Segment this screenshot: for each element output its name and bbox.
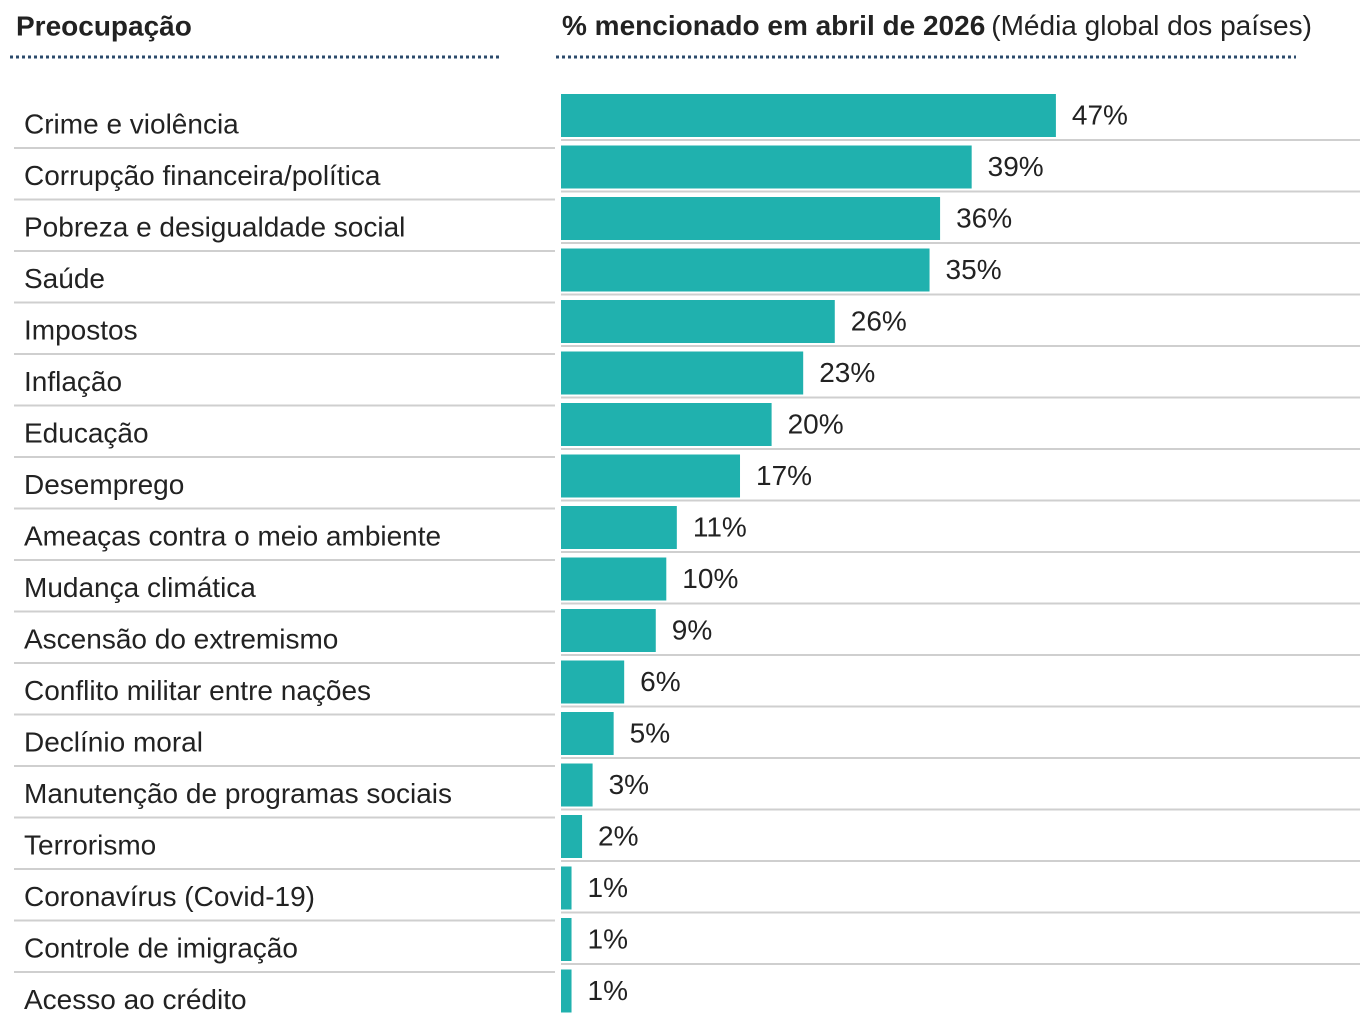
value-label: 10% — [682, 563, 738, 594]
chart-title: % mencionado em abril de 2026 — [562, 10, 985, 41]
category-label: Ameaças contra o meio ambiente — [24, 520, 441, 551]
category-label: Manutenção de programas sociais — [24, 778, 452, 809]
bar — [561, 506, 677, 549]
value-label: 11% — [693, 511, 747, 542]
value-label: 26% — [851, 305, 907, 336]
category-label: Educação — [24, 417, 149, 448]
category-label: Conflito militar entre nações — [24, 675, 371, 706]
category-label: Corrupção financeira/política — [24, 160, 381, 191]
category-label: Acesso ao crédito — [24, 984, 247, 1013]
bar — [561, 197, 941, 240]
category-label: Crime e violência — [24, 108, 239, 139]
bar — [561, 815, 583, 858]
value-label: 36% — [956, 202, 1012, 233]
value-label: 9% — [672, 614, 712, 645]
value-label: 47% — [1072, 99, 1128, 130]
value-label: 6% — [640, 666, 680, 697]
category-label: Desemprego — [24, 469, 184, 500]
value-label: 35% — [946, 254, 1002, 285]
value-label: 2% — [598, 820, 638, 851]
category-label: Inflação — [24, 366, 122, 397]
bar — [561, 712, 614, 755]
bar — [561, 557, 667, 601]
category-label: Controle de imigração — [24, 932, 298, 963]
bar — [561, 403, 772, 446]
value-label: 17% — [756, 460, 812, 491]
value-label: 3% — [609, 769, 649, 800]
column-header: Preocupação — [16, 10, 192, 41]
bar — [561, 248, 930, 292]
value-label: 1% — [588, 975, 628, 1006]
bar — [561, 454, 741, 498]
category-label: Declínio moral — [24, 726, 203, 757]
value-label: 39% — [988, 151, 1044, 182]
bar — [561, 969, 572, 1013]
category-label: Saúde — [24, 263, 105, 294]
category-label: Impostos — [24, 314, 138, 345]
bar — [561, 918, 572, 961]
value-label: 20% — [788, 408, 844, 439]
value-label: 1% — [588, 872, 628, 903]
value-label: 5% — [630, 717, 670, 748]
bar — [561, 763, 593, 807]
category-label: Ascensão do extremismo — [24, 623, 338, 654]
category-label: Coronavírus (Covid-19) — [24, 881, 315, 912]
chart-subtitle: (Média global dos países) — [991, 10, 1312, 41]
bar — [561, 300, 835, 343]
chart-heading: % mencionado em abril de 2026 (Média glob… — [562, 10, 1312, 41]
value-label: 23% — [819, 357, 875, 388]
category-label: Pobreza e desigualdade social — [24, 211, 405, 242]
bar — [561, 145, 972, 189]
category-label: Mudança climática — [24, 572, 256, 603]
bar — [561, 660, 625, 704]
category-label: Terrorismo — [24, 829, 156, 860]
value-label: 1% — [588, 923, 628, 954]
bar — [561, 866, 572, 910]
bar — [561, 609, 656, 652]
bar — [561, 351, 804, 395]
bar — [561, 94, 1056, 137]
